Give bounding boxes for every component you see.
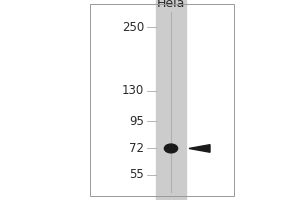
Text: 55: 55: [129, 168, 144, 181]
Text: 95: 95: [129, 115, 144, 128]
Text: Hela: Hela: [157, 0, 185, 10]
Bar: [90, 4, 234, 196]
Circle shape: [164, 144, 178, 153]
Bar: [156, 0, 186, 200]
Text: 130: 130: [122, 84, 144, 97]
Text: 250: 250: [122, 21, 144, 34]
Polygon shape: [189, 145, 210, 152]
Text: 72: 72: [129, 142, 144, 155]
